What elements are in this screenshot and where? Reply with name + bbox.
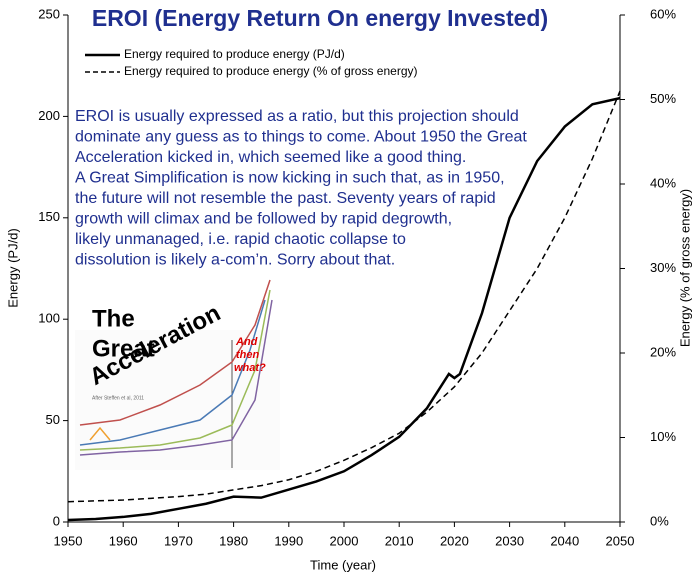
x-axis-label: Time (year): [310, 557, 376, 572]
y-axis-label: Energy (PJ/d): [5, 228, 20, 307]
annotation: dominate any guess as to things to come.…: [75, 129, 527, 146]
y-tick-label: 50: [46, 412, 60, 427]
y-tick-label: 150: [38, 209, 60, 224]
x-tick-label: 1980: [219, 533, 248, 548]
series-line: [67, 90, 621, 503]
legend-label: Energy required to produce energy (PJ/d): [124, 47, 345, 61]
inset-credit: After Steffen et al, 2011: [92, 395, 144, 401]
chart-title: EROI (Energy Return On energy Invested): [92, 5, 548, 31]
inset-curve: [79, 279, 271, 426]
x-tick-label: 2050: [606, 533, 635, 548]
y-tick-label: 250: [38, 6, 60, 21]
y2-tick-label: 50%: [650, 91, 676, 106]
x-tick-label: 2040: [550, 533, 579, 548]
annotation: the future will not resemble the past. S…: [75, 190, 496, 207]
x-tick-label: 1990: [274, 533, 303, 548]
x-tick-label: 2020: [440, 533, 469, 548]
y-tick-label: 200: [38, 108, 60, 123]
annotation: dissolution is likely a-com’n. Sorry abo…: [75, 252, 395, 269]
x-tick-label: 1950: [54, 533, 83, 548]
inset-title: Great: [92, 335, 155, 362]
inset-question: And: [235, 336, 258, 348]
y-tick-label: 0: [53, 513, 60, 528]
annotation: Acceleration kicked in, which seemed lik…: [75, 149, 466, 166]
legend-label: Energy required to produce energy (% of …: [124, 64, 418, 78]
y-tick-label: 100: [38, 311, 60, 326]
y2-tick-label: 20%: [650, 344, 676, 359]
inset-curve: [79, 299, 273, 456]
inset-title: The: [92, 305, 135, 332]
series-line: [67, 96, 621, 522]
annotation: EROI is usually expressed as a ratio, bu…: [75, 108, 519, 125]
y2-tick-label: 10%: [650, 429, 676, 444]
annotation: A Great Simplification is now kicking in…: [75, 170, 505, 187]
x-tick-label: 1970: [164, 533, 193, 548]
x-tick-label: 2010: [385, 533, 414, 548]
inset-question: then: [236, 349, 260, 361]
x-tick-label: 2030: [495, 533, 524, 548]
y2-tick-label: 30%: [650, 260, 676, 275]
y2-tick-label: 40%: [650, 175, 676, 190]
inset-question: what?: [234, 362, 266, 374]
y2-tick-label: 0%: [650, 513, 669, 528]
y2-axis-label: Energy (% of gross energy): [677, 189, 692, 347]
inset-curve: [79, 299, 266, 446]
annotation: likely unmanaged, i.e. rapid chaotic col…: [75, 231, 406, 248]
inset-background: [75, 330, 280, 470]
inset-curve: [79, 289, 271, 451]
x-tick-label: 1960: [109, 533, 138, 548]
y2-tick-label: 60%: [650, 6, 676, 21]
inset-curve: [89, 426, 111, 441]
x-tick-label: 2000: [330, 533, 359, 548]
annotation: growth will climax and be followed by ra…: [75, 211, 452, 228]
inset: The Great Acceleration And then what? Af…: [75, 279, 280, 470]
